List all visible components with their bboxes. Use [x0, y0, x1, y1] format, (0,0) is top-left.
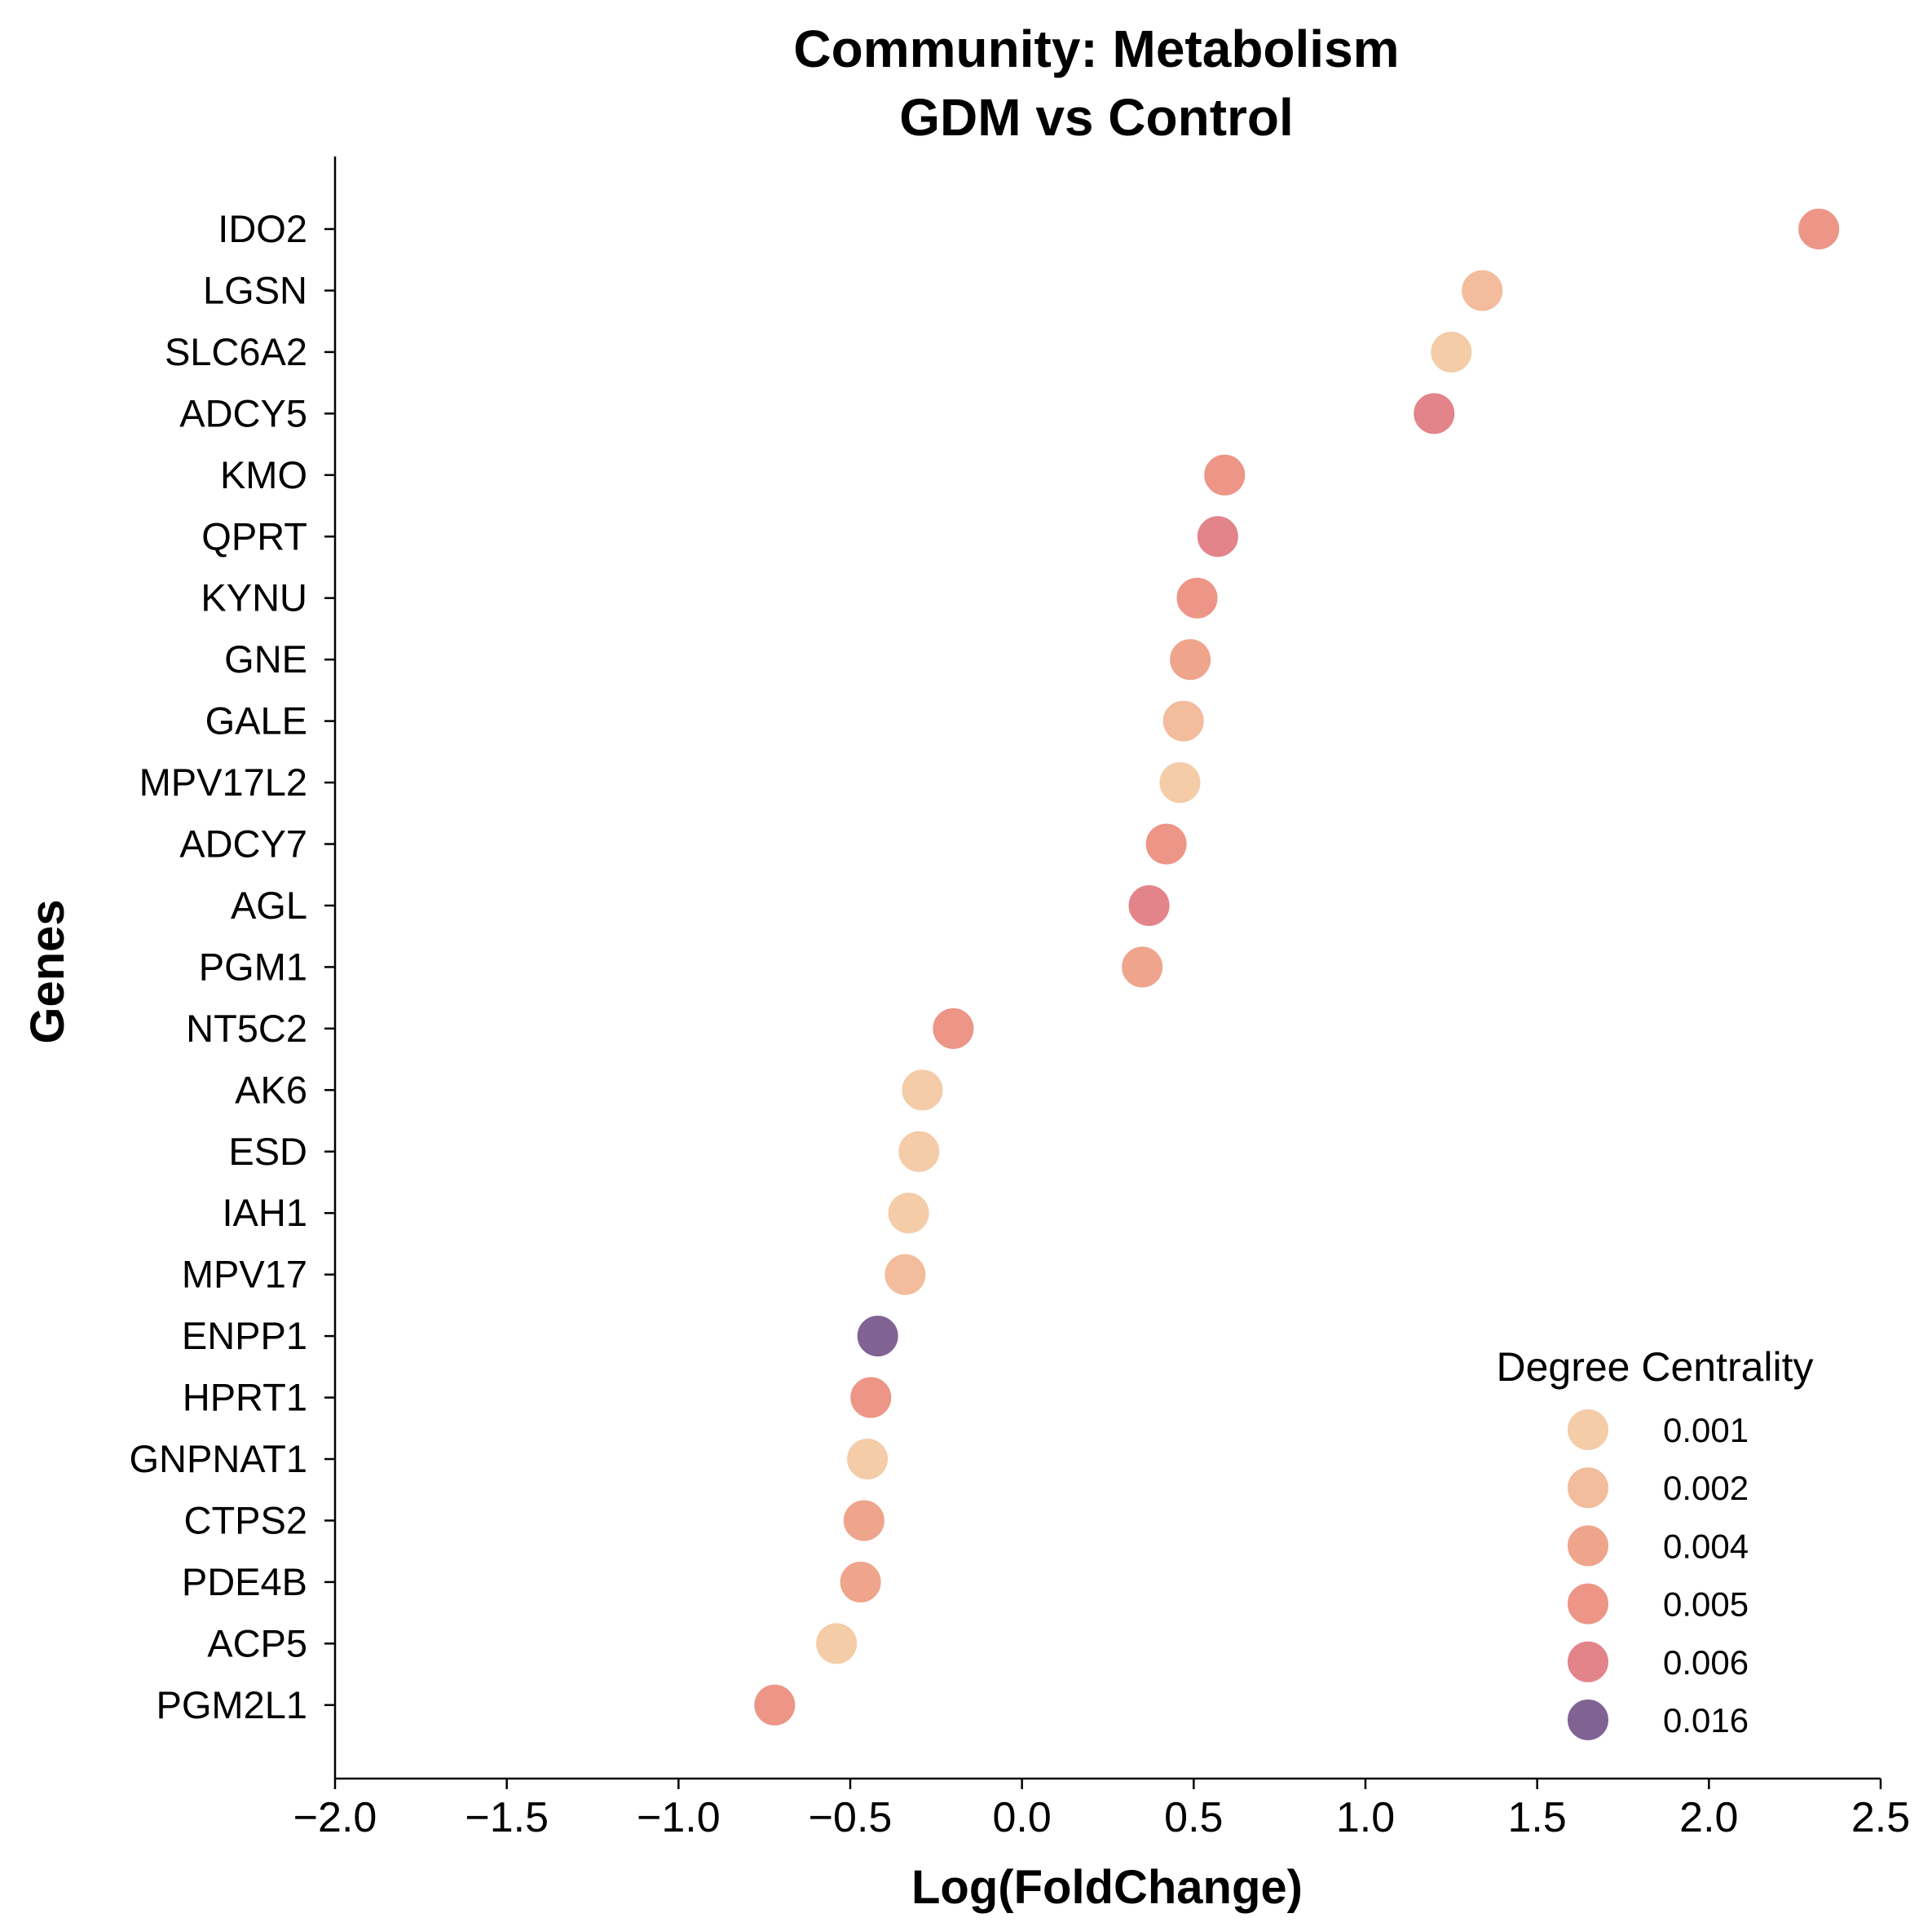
- data-point: [1175, 575, 1220, 620]
- legend-label: 0.004: [1663, 1527, 1749, 1565]
- y-tick-label: ACP5: [207, 1621, 307, 1664]
- y-tick-label: PGM2L1: [157, 1683, 307, 1726]
- data-point: [883, 1252, 928, 1297]
- y-tick-label: PGM1: [199, 945, 307, 988]
- y-tick-label: GALE: [205, 699, 307, 743]
- y-tick-label: PDE4B: [182, 1560, 307, 1603]
- y-tick-label: MPV17: [182, 1253, 307, 1296]
- legend-marker: [1566, 1523, 1610, 1568]
- y-tick-label: ESD: [228, 1130, 307, 1173]
- data-point: [841, 1498, 886, 1543]
- legend-marker: [1566, 1698, 1610, 1742]
- x-tick-label: −1.5: [465, 1794, 549, 1841]
- legend-label: 0.006: [1663, 1643, 1749, 1682]
- x-tick-label: −0.5: [809, 1794, 893, 1841]
- x-tick-label: 1.0: [1336, 1794, 1395, 1841]
- data-point: [855, 1314, 900, 1359]
- x-tick-label: 2.0: [1679, 1794, 1738, 1841]
- x-axis-label: Log(FoldChange): [911, 1861, 1303, 1914]
- y-tick-label: AK6: [235, 1068, 307, 1111]
- legend-label: 0.002: [1663, 1469, 1749, 1507]
- y-tick-label: ADCY7: [179, 822, 307, 866]
- data-point: [1158, 760, 1202, 805]
- legend-marker: [1566, 1581, 1610, 1626]
- data-points: [752, 207, 1842, 1727]
- data-point: [1168, 637, 1213, 682]
- x-tick-label: 2.5: [1851, 1794, 1910, 1841]
- data-point: [752, 1682, 797, 1727]
- x-tick-label: 0.5: [1164, 1794, 1223, 1841]
- y-tick-label: HPRT1: [183, 1376, 307, 1419]
- legend-title: Degree Centrality: [1496, 1344, 1813, 1390]
- chart-title-line-1: Community: Metabolism: [793, 20, 1399, 78]
- data-point: [900, 1068, 945, 1113]
- y-tick-label: GNPNAT1: [130, 1437, 308, 1480]
- data-point: [1195, 514, 1240, 559]
- y-axis-label: Genes: [21, 899, 74, 1043]
- data-point: [931, 1006, 976, 1051]
- data-point: [814, 1621, 859, 1666]
- y-tick-label: QPRT: [201, 514, 307, 558]
- chart-title: Community: Metabolism GDM vs Control: [793, 20, 1399, 147]
- data-point: [1202, 452, 1247, 497]
- data-point: [1161, 699, 1206, 743]
- data-point: [849, 1375, 893, 1420]
- data-point: [1797, 207, 1842, 251]
- x-tick-label: −1.0: [637, 1794, 721, 1841]
- data-point: [1412, 391, 1457, 436]
- legend-items: 0.001 0.002 0.004 0.005 0.006 0.016: [1566, 1408, 1749, 1742]
- chart-title-line-2: GDM vs Control: [899, 88, 1294, 147]
- legend-label: 0.001: [1663, 1411, 1749, 1449]
- data-point: [1144, 822, 1189, 866]
- x-tick-label: 1.5: [1508, 1794, 1567, 1841]
- y-tick-label: NT5C2: [186, 1007, 307, 1050]
- data-point: [886, 1191, 931, 1236]
- y-tick-label: IDO2: [218, 207, 307, 250]
- y-tick-label: CTPS2: [184, 1498, 308, 1541]
- y-tick-label: IAH1: [223, 1191, 308, 1234]
- x-axis-ticks: −2.0 −1.5 −1.0 −0.5 0.0 0.5 1.0 1.5 2.0 2.5: [293, 1779, 1910, 1841]
- legend: Degree Centrality 0.0010.0020.0040.0050.…: [1496, 1344, 1814, 1742]
- data-point: [897, 1129, 942, 1174]
- y-tick-label: ENPP1: [182, 1314, 307, 1357]
- y-tick-label: GNE: [224, 637, 307, 681]
- y-tick-label: LGSN: [203, 268, 307, 311]
- y-tick-label: SLC6A2: [165, 330, 307, 373]
- data-point: [838, 1559, 883, 1604]
- y-tick-label: ADCY5: [179, 391, 307, 434]
- legend-label: 0.005: [1663, 1585, 1749, 1624]
- legend-marker: [1566, 1466, 1610, 1510]
- data-point: [845, 1437, 890, 1481]
- y-axis-ticks: IDO2 LGSN SLC6A2 ADCY5 KMO QPRT KYNU GNE GALE MPV…: [130, 207, 335, 1726]
- data-point: [1429, 329, 1474, 374]
- data-point: [1120, 945, 1165, 990]
- y-tick-label: AGL: [231, 884, 307, 927]
- legend-label: 0.016: [1663, 1701, 1749, 1739]
- y-tick-label: KYNU: [201, 576, 307, 619]
- y-tick-label: KMO: [220, 453, 307, 496]
- y-tick-label: MPV17L2: [139, 760, 307, 804]
- x-tick-label: 0.0: [993, 1794, 1052, 1841]
- legend-marker: [1566, 1639, 1610, 1684]
- data-point: [1460, 268, 1505, 313]
- data-point: [1127, 883, 1171, 928]
- legend-marker: [1566, 1408, 1610, 1452]
- x-tick-label: −2.0: [293, 1794, 377, 1841]
